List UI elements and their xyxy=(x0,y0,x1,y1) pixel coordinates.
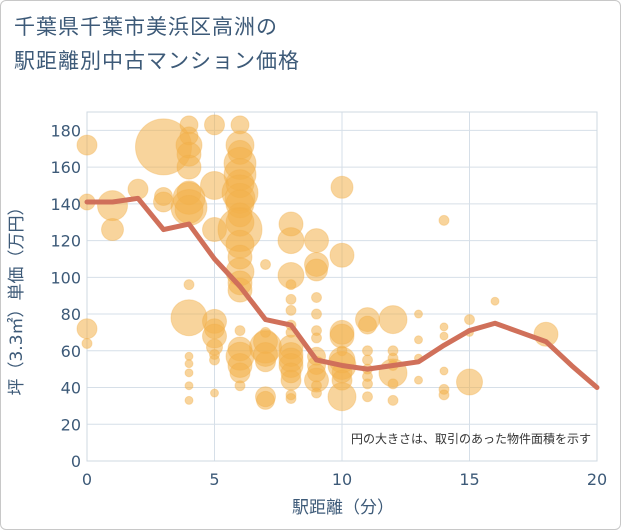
bubble-point xyxy=(304,228,329,254)
bubble-point xyxy=(285,293,297,305)
chart-title-line1: 千葉県千葉市美浜区高洲の xyxy=(14,15,278,39)
y-tick-label: 20 xyxy=(61,415,81,434)
x-tick-label: 5 xyxy=(209,470,219,489)
bubble-point xyxy=(438,389,450,401)
x-tick-label: 0 xyxy=(82,470,92,489)
bubble-point xyxy=(438,214,450,226)
plot-border xyxy=(86,111,598,462)
bubble-point xyxy=(311,292,322,304)
y-tick-label: 80 xyxy=(61,305,81,324)
bubble-point xyxy=(183,279,195,291)
bubble-point xyxy=(378,305,408,335)
bubble-point xyxy=(153,191,174,213)
y-tick-label: 40 xyxy=(61,379,81,398)
bubble-point xyxy=(184,395,194,405)
bubble-point xyxy=(439,366,449,376)
bubble-point xyxy=(327,382,357,412)
y-tick-label: 180 xyxy=(50,121,81,140)
y-tick-label: 100 xyxy=(50,268,81,287)
bubble-point xyxy=(329,242,355,268)
bubble-point xyxy=(362,391,373,403)
bubble-point xyxy=(255,351,276,373)
bubble-point xyxy=(76,134,98,156)
bubble-point xyxy=(414,375,423,385)
bubble-point xyxy=(362,354,373,366)
bubble-point xyxy=(209,354,220,366)
bubble-point xyxy=(204,114,225,136)
x-tick-label: 10 xyxy=(332,470,352,489)
y-tick-label: 140 xyxy=(50,195,81,214)
y-axis-title: 坪（3.3㎡）単価（万円） xyxy=(7,198,27,395)
bubble-point xyxy=(464,314,475,326)
bubble-point xyxy=(329,323,355,349)
x-axis-title: 駅距離（分） xyxy=(292,498,394,518)
y-tick-label: 60 xyxy=(61,342,81,361)
bubble-point xyxy=(81,337,93,349)
x-tick-label: 20 xyxy=(587,470,607,489)
bubble-point xyxy=(170,299,208,337)
tick-labels: 0 20 40 60 80 100 120 140 160 180 0 5 10 15 20 xyxy=(50,121,607,489)
chart-title-line2: 駅距離別中古マンション価格 xyxy=(14,49,300,73)
bubble-point xyxy=(490,296,500,306)
bubble-point xyxy=(311,308,322,320)
bubble-point xyxy=(439,331,449,341)
bubble-point xyxy=(311,387,322,399)
bubble-point xyxy=(414,335,423,345)
bubble-point xyxy=(277,227,305,255)
bubble-point xyxy=(234,325,246,337)
bubble-point xyxy=(330,175,354,199)
bubble-point xyxy=(305,258,328,282)
y-tick-label: 0 xyxy=(71,452,81,471)
bubble-point xyxy=(439,322,449,332)
y-tick-label: 120 xyxy=(50,232,81,251)
bubble-point xyxy=(184,368,194,378)
bubble-point xyxy=(184,381,194,391)
bubble-point xyxy=(362,345,373,357)
bubbles xyxy=(76,114,559,412)
bubble-point xyxy=(414,309,423,319)
trend-line-group xyxy=(84,195,600,391)
bubble-point xyxy=(256,390,275,410)
bubble-point xyxy=(311,332,322,344)
bubble-point xyxy=(456,368,483,396)
bubble-point xyxy=(184,351,194,361)
bubble-point xyxy=(285,304,297,316)
bubble-point xyxy=(101,218,124,242)
bubble-point xyxy=(97,190,128,222)
bubble-point xyxy=(387,394,399,406)
bubble-point xyxy=(184,359,194,369)
bubble-point xyxy=(176,154,202,180)
bubble-point xyxy=(234,380,246,392)
x-tick-label: 15 xyxy=(459,470,479,489)
bubble-point xyxy=(210,388,219,398)
bubble-point xyxy=(387,378,399,390)
bubble-point xyxy=(285,393,297,405)
y-tick-label: 160 xyxy=(50,158,81,177)
bubble-point xyxy=(280,369,302,391)
trend-line xyxy=(84,195,600,391)
bubble-size-note: 円の大きさは、取引のあった物件面積を示す xyxy=(351,431,591,446)
bubble-point xyxy=(174,194,204,224)
bubble-point xyxy=(229,362,251,384)
bubble-point xyxy=(358,315,377,335)
bubble-point xyxy=(362,378,373,390)
bubble-point xyxy=(260,258,271,270)
bubble-point xyxy=(285,279,297,291)
chart-title: 千葉県千葉市美浜区高洲の 駅距離別中古マンション価格 xyxy=(14,10,434,78)
